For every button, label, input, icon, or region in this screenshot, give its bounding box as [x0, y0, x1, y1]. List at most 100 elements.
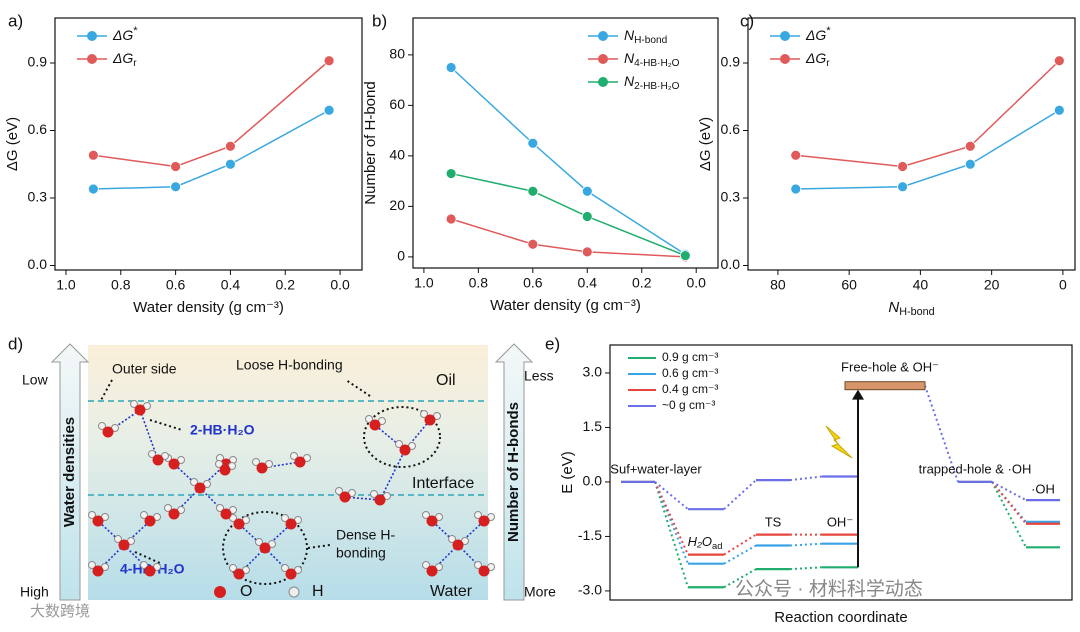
legend-marker [87, 54, 97, 64]
connector [789, 566, 823, 571]
panel-label: e) [545, 334, 560, 353]
hydrogen [281, 564, 289, 572]
data-point [527, 137, 539, 149]
connector [991, 481, 1027, 501]
hydrogen [252, 458, 260, 466]
h-bond [261, 461, 301, 469]
hydrogen [190, 478, 198, 486]
x-axis-label-part: N [888, 299, 899, 316]
x-tick-label: 0.0 [330, 277, 350, 293]
legend-label: ΔG* [112, 25, 138, 43]
y-axis-label: Number of H-bond [362, 81, 379, 204]
connector [789, 542, 823, 547]
y-tick-label: 0.0 [721, 256, 741, 272]
h-bond [344, 496, 381, 501]
stage-label: Free-hole & OH⁻ [841, 359, 939, 374]
oxygen [478, 515, 490, 527]
stage-label: ·OH [1031, 481, 1055, 496]
series-line [450, 172, 686, 257]
series-line [450, 218, 686, 258]
legend-label: 0.9 g cm⁻³ [662, 350, 718, 364]
h-bond [379, 449, 406, 501]
dense-label-2: bonding [336, 545, 386, 561]
hydrogen [88, 561, 96, 569]
legend-label: 0.6 g cm⁻³ [662, 366, 718, 380]
connector [924, 385, 959, 483]
connector [654, 481, 689, 510]
oxygen [220, 508, 232, 520]
legend-label-part: N [624, 50, 635, 66]
oxygen [478, 565, 490, 577]
legend-label-part: r [826, 58, 830, 69]
oxygen [144, 515, 156, 527]
stage-label: trapped-hole & ·OH [919, 461, 1032, 476]
hydrogen [290, 452, 298, 460]
oxygen [285, 518, 297, 530]
data-point [1053, 55, 1065, 67]
oxygen [168, 508, 180, 520]
legend-marker [780, 54, 790, 64]
hb2-label: 2-HB·H₂O [190, 422, 255, 438]
stage-label: Suf+water-layer [610, 461, 702, 476]
x-tick-label: 0.8 [469, 275, 489, 291]
connector [991, 481, 1027, 548]
data-point [87, 183, 99, 195]
legend-label: 0.4 g cm⁻³ [662, 382, 718, 396]
data-point [581, 246, 593, 258]
y-tick-label: 0.9 [28, 54, 48, 70]
y-tick-label: 0.3 [28, 189, 48, 205]
x-tick-label: 0.8 [111, 277, 131, 293]
y-tick-label: 0.0 [583, 473, 603, 489]
legend-label-part: * [826, 25, 831, 37]
panel-label: d) [8, 334, 23, 353]
plot-frame [747, 17, 1076, 271]
dense-label-1: Dense H- [336, 527, 395, 543]
oxygen [259, 542, 271, 554]
legend-label-part: ΔG [805, 50, 826, 66]
legend-marker [780, 31, 790, 41]
data-point [581, 185, 593, 197]
y-tick-label: 40 [389, 147, 405, 163]
oxygen [152, 454, 164, 466]
y-tick-label: 3.0 [583, 364, 603, 380]
y-tick-label: -1.5 [578, 527, 602, 543]
connector [723, 479, 757, 510]
stage-label: OH⁻ [827, 514, 853, 529]
plot-frame [609, 344, 1073, 601]
legend-label: N4-HB·H₂O [624, 50, 680, 69]
oxygen [92, 565, 104, 577]
free-hole-level [844, 381, 926, 391]
panel-label: c) [740, 11, 754, 30]
stage-label-part: H₂O [688, 534, 712, 549]
connector [723, 533, 757, 556]
data-point [445, 213, 457, 225]
x-axis-label: Reaction coordinate [774, 609, 907, 626]
series-line [450, 66, 686, 255]
diagram-panel: d) Low High Water densities Less More Nu… [8, 334, 556, 601]
legend-marker [598, 77, 608, 87]
dense-circle [222, 511, 308, 585]
oxygen [134, 404, 146, 416]
x-tick-label: 0.0 [686, 275, 706, 291]
y-tick-label: 20 [389, 197, 405, 213]
stage-label: TS [765, 514, 782, 529]
oil-label: Oil [436, 372, 456, 389]
hydrogen [370, 490, 378, 498]
hydrogen [98, 422, 106, 430]
oxygen [233, 518, 245, 530]
oxygen [102, 426, 114, 438]
hydrogen [140, 561, 148, 569]
data-point [790, 183, 802, 195]
hydrogen [474, 511, 482, 519]
hydrogen [365, 415, 373, 423]
h-legend: H [312, 583, 324, 600]
legend-label-part: N [624, 73, 635, 89]
x-tick-label: 0.6 [166, 277, 186, 293]
x-axis-label: Water density (g cm⁻³) [490, 297, 641, 314]
hydrogen [448, 535, 456, 543]
h-legend-icon [288, 586, 300, 598]
pointer-arrows [99, 379, 371, 565]
y-tick-label: 0.9 [721, 54, 741, 70]
connector [789, 475, 823, 482]
oxygen [424, 414, 436, 426]
